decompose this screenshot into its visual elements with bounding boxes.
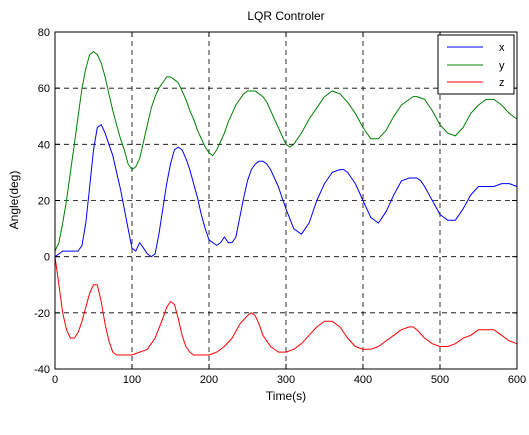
- x-tick-label: 600: [508, 374, 526, 386]
- series-lines: [54, 51, 518, 356]
- x-tick-label: 200: [200, 374, 218, 386]
- x-axis-title: Time(s): [266, 389, 306, 403]
- legend-label-x: x: [499, 42, 505, 54]
- y-tick-label: 40: [38, 139, 50, 151]
- legend: x y z: [437, 34, 515, 95]
- y-tick-label: 20: [38, 196, 50, 208]
- grid: [55, 32, 517, 369]
- y-tick-label: 80: [38, 27, 50, 39]
- y-axis-title: Angle(deg): [7, 171, 21, 230]
- legend-label-z: z: [499, 77, 505, 89]
- x-tick-label: 0: [52, 374, 58, 386]
- chart-title: LQR Controler: [247, 9, 324, 23]
- y-tick-label: 0: [44, 252, 50, 264]
- series-line-z: [54, 256, 518, 356]
- y-tick-label: 60: [38, 83, 50, 95]
- axis-ticks: 0 100 200 300 400 500 600 -40 -20 0 20 40 60 80: [34, 27, 526, 386]
- y-tick-label: -20: [34, 308, 50, 320]
- series-line-y: [54, 51, 518, 252]
- y-tick-label: -40: [34, 364, 50, 376]
- x-tick-label: 300: [277, 374, 295, 386]
- x-tick-label: 100: [123, 374, 141, 386]
- series-line-x: [54, 124, 518, 258]
- x-tick-label: 400: [354, 374, 372, 386]
- x-tick-label: 500: [431, 374, 449, 386]
- legend-label-y: y: [499, 60, 505, 72]
